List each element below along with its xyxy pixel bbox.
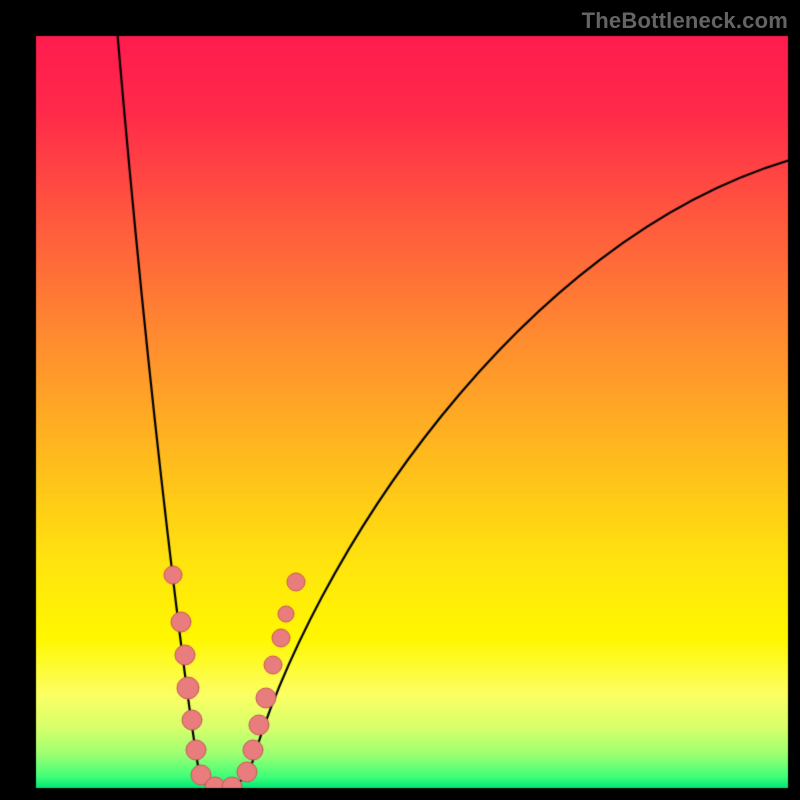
bottleneck-chart-canvas	[0, 0, 800, 800]
watermark-text: TheBottleneck.com	[582, 8, 788, 34]
chart-container: TheBottleneck.com	[0, 0, 800, 800]
